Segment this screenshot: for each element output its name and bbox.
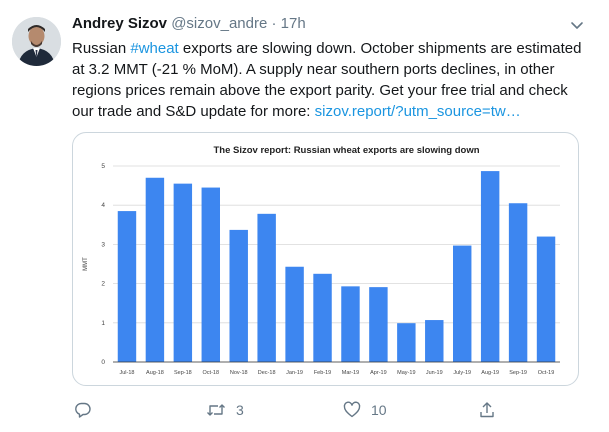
retweet-button[interactable]: 3 [206,398,244,422]
bar-may-19 [397,323,416,362]
x-tick-label: July-19 [453,370,471,376]
x-tick-label: Jul-18 [119,370,134,376]
tweet-text-line-3: regions prices remain above the export p… [72,82,568,99]
avatar[interactable] [12,17,61,66]
tweet-actions: 3 10 [72,398,592,424]
tweet-text-line-2: at 3.2 MMT (-21 % MoM). A supply near so… [72,61,555,78]
y-tick-label: 5 [101,163,105,170]
bar-dec-18 [257,213,276,362]
bar-jun-19 [425,320,444,362]
share-button[interactable] [478,398,496,422]
x-tick-label: Apr-19 [370,370,387,376]
bar-sep-18 [173,183,193,362]
tweet-text: Russian #wheat exports are slowing down.… [72,38,602,122]
separator-dot: · [271,15,277,32]
x-tick-label: Aug-19 [481,370,499,376]
bar-aug-19 [480,171,500,362]
x-tick-label: Sep-19 [509,370,527,376]
x-tick-label: Mar-19 [342,370,359,376]
tweet-timestamp[interactable]: 17h [280,15,306,32]
x-tick-label: Feb-19 [314,370,331,376]
hashtag-link[interactable]: #wheat [130,40,179,57]
x-tick-label: Oct-18 [203,370,220,376]
y-tick-label: 4 [101,202,105,209]
bar-apr-19 [369,287,388,362]
chevron-down-icon [571,22,583,29]
tweet-text-line-1: Russian #wheat exports are slowing down.… [72,38,602,59]
bar-jul-18 [117,211,137,362]
reply-icon [75,402,91,418]
author-name[interactable]: Andrey Sizov [72,15,168,32]
reply-button[interactable] [74,398,102,422]
chart-title: The Sizov report: Russian wheat exports … [213,145,479,156]
y-axis-label: MMT [83,257,89,271]
retweet-icon [207,404,225,416]
bar-aug-18 [145,177,165,362]
heart-icon [343,401,361,418]
text-segment: our trade and S&D update for more: [72,103,315,120]
x-tick-label: Jun-19 [426,370,443,376]
text-segment: exports are slowing down. October shipme… [178,40,582,57]
tweet-text-line-4: our trade and S&D update for more: sizov… [72,101,602,122]
x-tick-label: Aug-18 [146,370,164,376]
x-tick-label: Oct-19 [538,370,555,376]
share-icon [480,402,494,418]
author-handle[interactable]: @sizov_andre [171,15,268,32]
y-tick-label: 0 [101,359,105,366]
tweet-header: Andrey Sizov @sizov_andre · 17h [72,14,306,34]
x-tick-label: May-19 [397,370,415,376]
bar-feb-19 [313,273,332,362]
y-tick-label: 1 [101,320,105,327]
x-tick-label: Nov-18 [230,370,248,376]
retweet-count: 3 [236,402,244,418]
bar-oct-18 [201,187,221,362]
bar-mar-19 [341,286,360,362]
bar-nov-18 [229,229,248,362]
media-card[interactable]: The Sizov report: Russian wheat exports … [72,132,579,386]
bar-chart: The Sizov report: Russian wheat exports … [83,145,560,376]
y-tick-label: 2 [101,281,105,288]
like-button[interactable]: 10 [343,398,387,422]
bar-sep-19 [508,203,528,362]
like-count: 10 [371,402,387,418]
bar-july-19 [452,245,472,362]
x-tick-label: Dec-18 [258,370,276,376]
bar-oct-19 [536,236,556,362]
url-link[interactable]: sizov.report/?utm_source=tw… [314,103,521,120]
x-tick-label: Jan-19 [286,370,303,376]
more-options-button[interactable] [568,16,586,34]
text-segment: Russian [72,40,131,57]
x-tick-label: Sep-18 [174,370,192,376]
bar-jan-19 [285,266,304,362]
avatar-portrait-icon [12,17,61,66]
y-tick-label: 3 [101,241,105,248]
